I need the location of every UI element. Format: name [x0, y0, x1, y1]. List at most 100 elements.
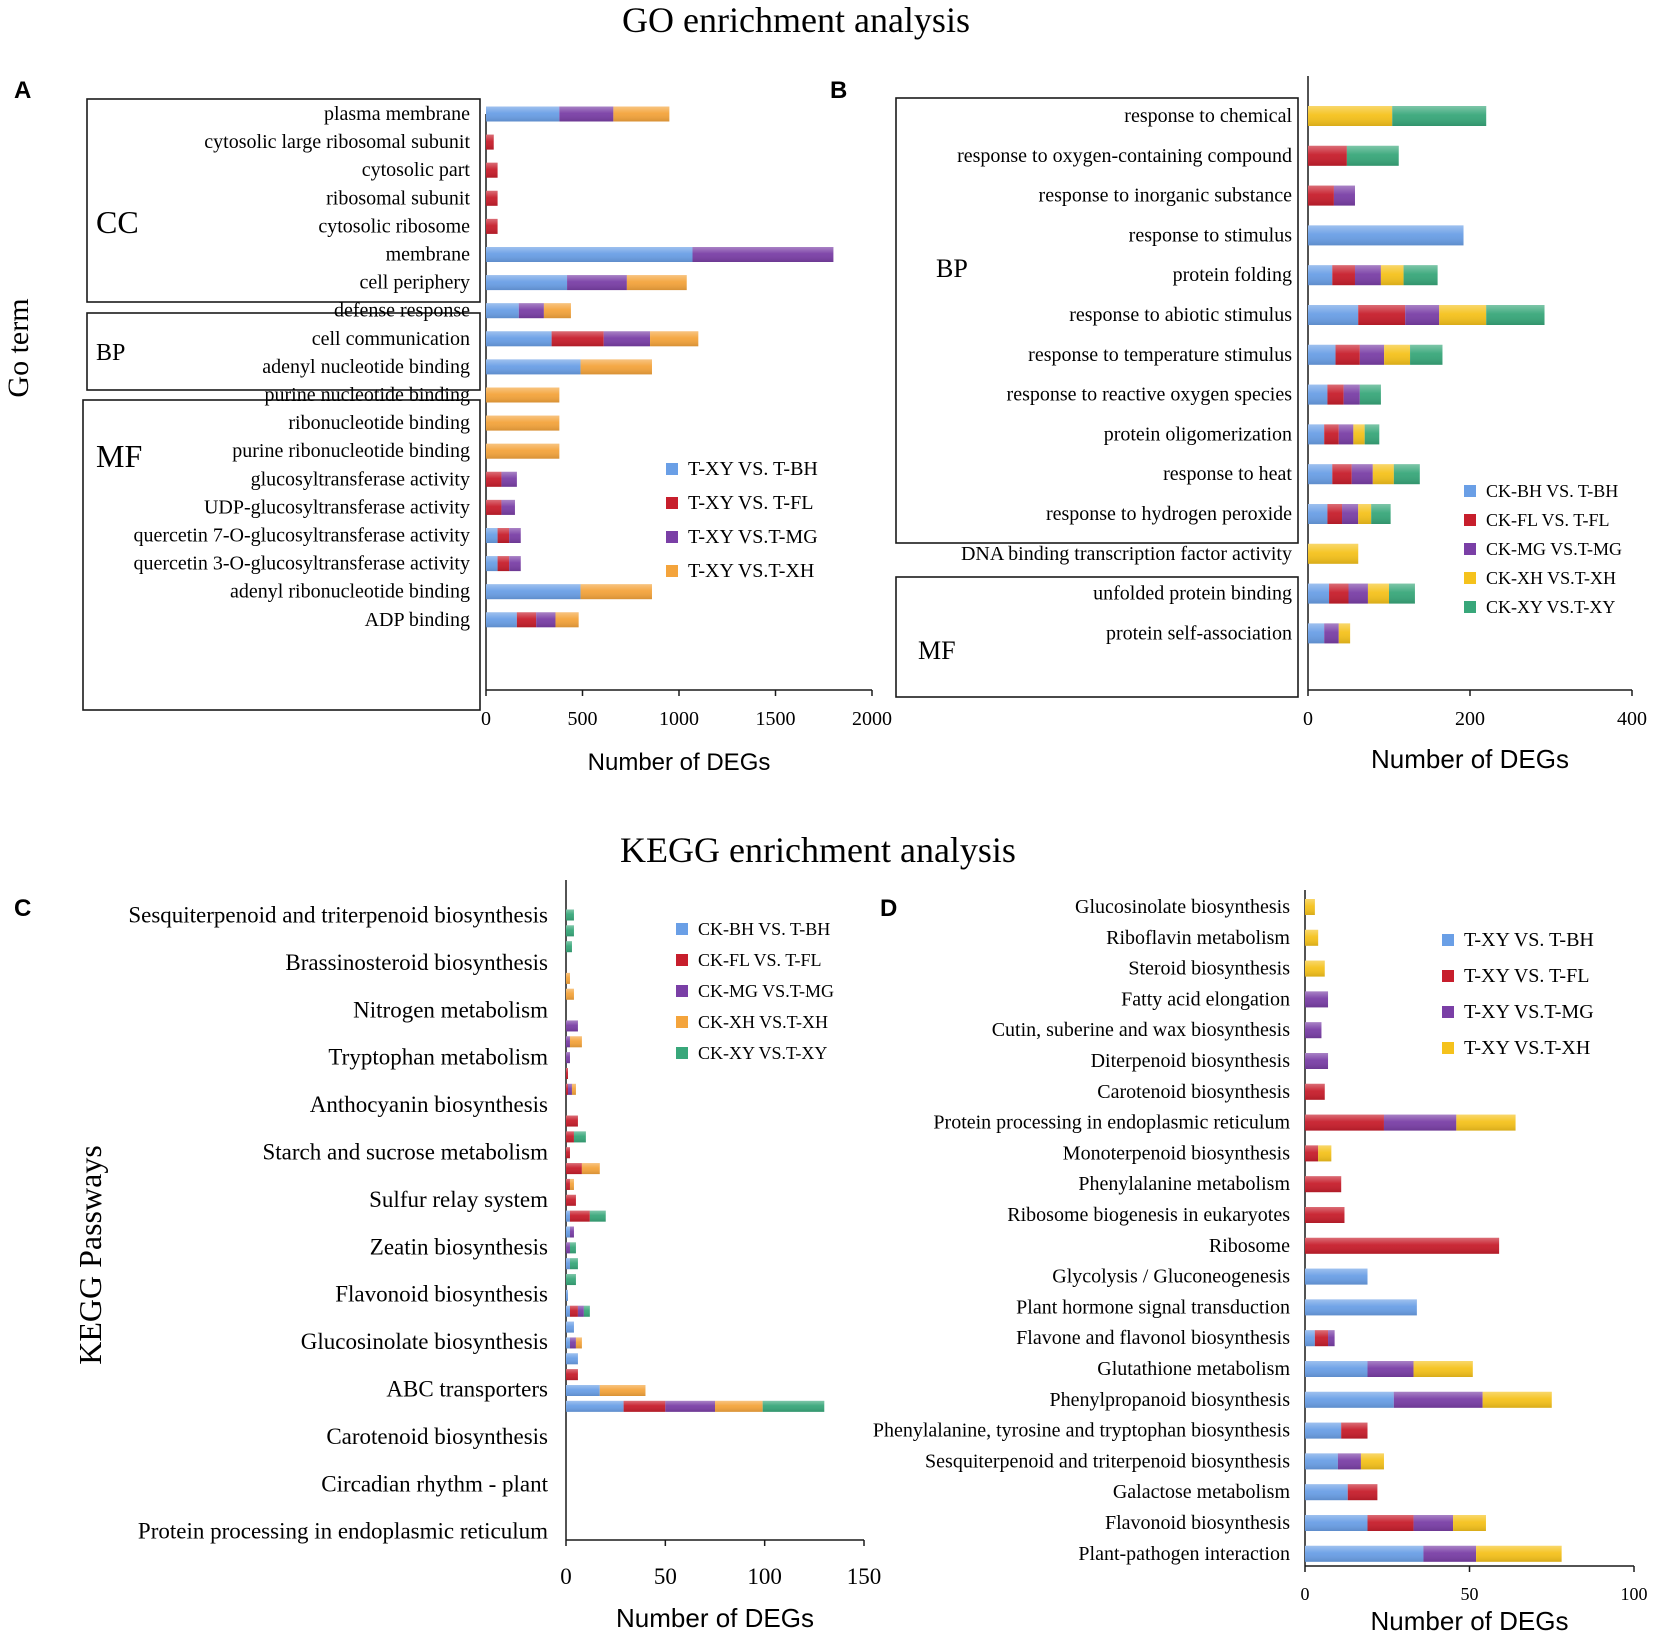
panel-b-bar-gloss [1308, 305, 1359, 325]
panel-d-bar-gloss [1413, 1515, 1454, 1531]
panel-a-bar-gloss [580, 359, 652, 375]
panel-c-bar-gloss [566, 1068, 568, 1079]
panel-d-legend-label: T-XY VS. T-FL [1464, 965, 1589, 987]
panel-c-bar-gloss [566, 1163, 582, 1175]
panel-b-bar-gloss [1358, 305, 1406, 325]
panel-b-category-label: response to abiotic stimulus [1069, 304, 1292, 326]
panel-d-legend-swatch [1442, 970, 1454, 982]
panel-a-x-tick-label: 500 [568, 708, 598, 730]
panel-b-bar-gloss [1308, 344, 1336, 365]
panel-a-bar-gloss [692, 247, 834, 262]
panel-c-category-label: Circadian rhythm - plant [321, 1471, 548, 1496]
panel-d-category-label: Diterpenoid biosynthesis [1091, 1050, 1291, 1072]
panel-b-category-label: response to oxygen-containing compound [957, 145, 1292, 167]
panel-c-bar-gloss [575, 1337, 582, 1349]
panel-a-category-label: cytosolic large ribosomal subunit [204, 131, 470, 153]
panel-b-category-label: response to stimulus [1129, 224, 1293, 246]
panel-d-bar-gloss [1305, 991, 1329, 1008]
panel-a-bar-gloss [486, 303, 519, 319]
panel-b-bar-gloss [1384, 344, 1411, 365]
panel-c-legend-swatch [676, 1047, 688, 1059]
panel-b-bar-gloss [1324, 424, 1339, 445]
panel-c-bar-gloss [569, 1242, 576, 1254]
panel-c-category-label: ABC transporters [386, 1377, 548, 1402]
panel-b-bar-gloss [1371, 504, 1391, 524]
panel-a-bar-gloss [555, 612, 579, 628]
panel-b-category-label: protein oligomerization [1104, 423, 1292, 445]
panel-c-bar-gloss [623, 1400, 666, 1412]
panel-d-bar-gloss [1305, 1053, 1329, 1069]
panel-letter-b: B [830, 77, 847, 104]
panel-c-bar-gloss [665, 1400, 715, 1412]
panel-a-bar-gloss [486, 162, 498, 178]
panel-c-bar-gloss [566, 1194, 576, 1206]
panel-a-category-label: cytosolic part [362, 159, 471, 181]
panel-b-legend-swatch [1464, 601, 1476, 613]
panel-d-legend-label: T-XY VS.T-XH [1464, 1037, 1590, 1059]
panel-c-category-label: Flavonoid biosynthesis [335, 1282, 548, 1307]
panel-b-bar-gloss [1338, 424, 1354, 445]
panel-letter-d: D [880, 895, 897, 922]
panel-b-bar-gloss [1308, 504, 1328, 524]
panel-c-legend-label: CK-XH VS.T-XH [698, 1012, 828, 1032]
panel-d-x-tick-label: 50 [1461, 1584, 1479, 1604]
panel-d-bar-gloss [1305, 899, 1315, 915]
panel-b-bar-gloss [1308, 185, 1334, 206]
panel-b-bar-gloss [1332, 265, 1355, 286]
panel-b-legend-swatch [1464, 572, 1476, 584]
panel-a-group-label-bp: BP [96, 340, 125, 366]
panel-a-bar-gloss [650, 331, 699, 347]
panel-c-bar-gloss [566, 1385, 600, 1396]
panel-b-bar-gloss [1329, 583, 1349, 604]
panel-b-bar-gloss [1335, 344, 1360, 365]
panel-d-bar-gloss [1305, 1545, 1424, 1562]
panel-a-bar-gloss [486, 247, 693, 262]
panel-a-category-label: adenyl nucleotide binding [262, 356, 470, 378]
panel-c-category-label: Anthocyanin biosynthesis [310, 1092, 548, 1117]
panel-a-bar-gloss [543, 303, 571, 319]
panel-c-bar-gloss [583, 1305, 590, 1317]
panel-b-bar-gloss [1338, 623, 1351, 644]
panel-b-category-label: response to inorganic substance [1039, 185, 1293, 207]
kegg-section-title: KEGG enrichment analysis [620, 830, 1016, 870]
panel-c-bar-gloss [566, 1289, 568, 1301]
panel-d-bar-gloss [1367, 1515, 1414, 1531]
panel-a-group-box-cc [86, 98, 481, 303]
panel-a-category-label: cytosolic ribosome [318, 215, 470, 237]
panel-a-bar-gloss [486, 556, 498, 572]
panel-d-legend-swatch [1442, 1006, 1454, 1018]
panel-c-legend-label: CK-BH VS. T-BH [698, 919, 830, 939]
panel-d-category-label: Fatty acid elongation [1121, 988, 1290, 1010]
panel-d-category-label: Phenylalanine metabolism [1078, 1173, 1290, 1195]
panel-c-bar-gloss [569, 1258, 578, 1270]
panel-b-chart: BP MF 0 200 400 Number of DEGs response to che… [895, 76, 1647, 774]
panel-b-bar-gloss [1343, 384, 1360, 405]
panel-c-bar-gloss [715, 1400, 763, 1412]
panel-d-bar-gloss [1305, 1484, 1348, 1501]
panel-c-legend-swatch [676, 923, 688, 935]
panel-d-category-label: Ribosome biogenesis in eukaryotes [1007, 1204, 1290, 1226]
panel-b-group-label-mf: MF [918, 636, 956, 665]
panel-a-legend-label: T-XY VS. T-FL [688, 492, 813, 514]
panel-d-x-tick-label: 100 [1621, 1584, 1648, 1604]
panel-a-bar-gloss [497, 556, 510, 572]
panel-c-bar-gloss [569, 1210, 590, 1222]
panel-a-bar-gloss [486, 443, 560, 459]
panel-d-x-axis-title: Number of DEGs [1371, 1606, 1569, 1635]
panel-a-category-label: quercetin 7-O-glucosyltransferase activi… [133, 525, 470, 547]
panel-d-bar-gloss [1305, 1422, 1342, 1439]
panel-a-category-label: purine nucleotide binding [264, 384, 470, 406]
panel-b-group-box-bp [895, 97, 1299, 544]
panel-d-bar-gloss [1423, 1545, 1477, 1562]
panel-b-bar-gloss [1333, 185, 1355, 206]
panel-d-category-label: Monoterpenoid biosynthesis [1063, 1142, 1290, 1164]
panel-b-bar-gloss [1308, 464, 1333, 485]
panel-d-bar-gloss [1456, 1114, 1516, 1131]
panel-c-category-label: Nitrogen metabolism [353, 997, 548, 1022]
panel-a-category-label: plasma membrane [324, 103, 470, 125]
panel-c-bar-gloss [566, 1115, 578, 1127]
panel-c-bar-gloss [571, 1083, 576, 1095]
panel-a-category-label: defense response [334, 300, 470, 322]
panel-a-bar-gloss [486, 584, 581, 600]
panel-b-bar-gloss [1486, 305, 1545, 325]
